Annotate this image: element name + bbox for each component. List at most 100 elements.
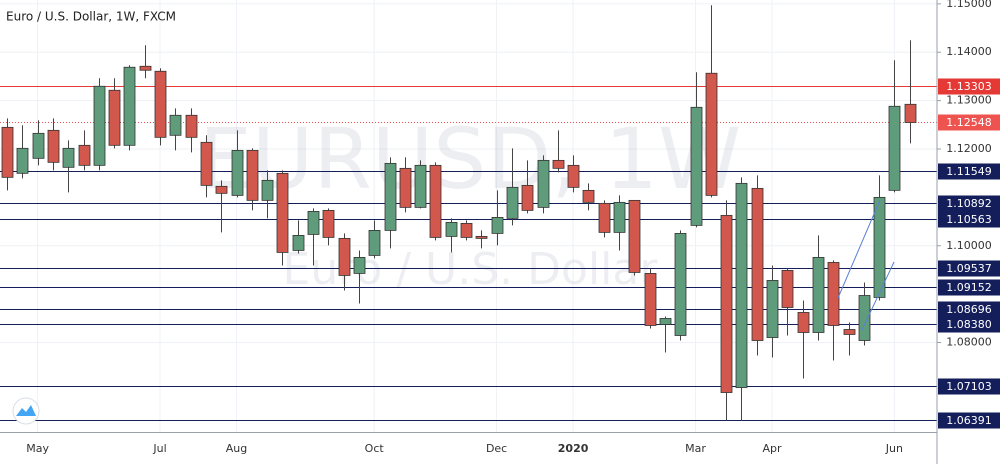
candle-body	[552, 159, 565, 169]
candle-body	[537, 159, 550, 208]
candle-body	[858, 295, 871, 341]
candle-body	[32, 132, 45, 159]
candle-body	[1, 126, 14, 178]
candle-body	[705, 72, 718, 196]
level-label-box	[938, 114, 1000, 131]
candle-body	[231, 149, 244, 196]
x-tick-label: Apr	[762, 442, 782, 455]
level-label: 1.07103	[946, 380, 992, 393]
level-label-box	[938, 279, 1000, 296]
candle-body	[888, 105, 901, 191]
level-label: 1.12548	[946, 116, 992, 129]
x-tick-label: 2020	[558, 442, 589, 455]
candle-body	[399, 167, 412, 208]
candle-body	[338, 237, 351, 276]
level-label-box	[938, 301, 1000, 318]
candle-body	[567, 164, 580, 188]
candle-body	[123, 66, 136, 146]
candle-body	[276, 172, 289, 253]
candle-body	[414, 164, 427, 208]
candle-body	[598, 202, 611, 233]
candle-body	[491, 217, 504, 234]
candle-body	[659, 318, 672, 325]
level-label: 1.10892	[946, 197, 992, 210]
candle-body	[47, 129, 60, 163]
candle-body	[613, 201, 626, 233]
level-label-box	[938, 260, 1000, 277]
candle-body	[322, 209, 335, 238]
level-label-box	[938, 316, 1000, 333]
candle-body	[628, 199, 641, 273]
watermark-symbol: EURUSD, 1W	[199, 110, 741, 208]
candle-body	[690, 106, 703, 226]
candle-body	[169, 114, 182, 136]
x-tick-label: Oct	[365, 442, 385, 455]
candle-body	[781, 270, 794, 308]
y-tick-label: 1.15000	[946, 0, 992, 10]
level-label-box	[938, 412, 1000, 429]
candle-body	[827, 262, 840, 326]
level-label-box	[938, 78, 1000, 95]
y-tick-label: 1.12000	[946, 142, 992, 155]
candle-body	[215, 185, 228, 194]
candles	[1, 5, 917, 421]
candle-body	[644, 273, 657, 326]
level-label: 1.10563	[946, 213, 992, 226]
level-label-box	[938, 195, 1000, 212]
candle-body	[873, 196, 886, 298]
y-tick-label: 1.13000	[946, 94, 992, 107]
level-label: 1.08380	[946, 318, 992, 331]
candle-body	[904, 103, 917, 123]
y-tick-label: 1.14000	[946, 45, 992, 58]
candle-body	[720, 214, 733, 393]
x-tick-label: Jun	[885, 442, 903, 455]
candle-body	[751, 187, 764, 341]
level-label-box	[938, 163, 1000, 180]
candle-body	[766, 280, 779, 338]
level-label: 1.06391	[946, 414, 992, 427]
level-label-box	[938, 211, 1000, 228]
candle-body	[506, 186, 519, 219]
candle-body	[797, 312, 810, 333]
x-tick-label: Aug	[226, 442, 247, 455]
level-label: 1.09152	[946, 281, 992, 294]
chart-title: Euro / U.S. Dollar, 1W, FXCM	[6, 10, 176, 24]
logo	[12, 397, 40, 425]
candle-body	[78, 144, 91, 166]
levels	[0, 86, 937, 421]
candle-body	[429, 164, 442, 238]
y-tick-label: 1.10000	[946, 239, 992, 252]
candle-body	[154, 70, 167, 138]
candle-body	[384, 162, 397, 231]
candle-body	[108, 89, 121, 146]
candle-body	[139, 65, 152, 71]
candle-body	[93, 85, 106, 166]
candle-body	[460, 223, 473, 238]
y-tick-label: 1.08000	[946, 336, 992, 349]
candle-body	[843, 329, 856, 335]
candle-body	[582, 189, 595, 203]
x-tick-label: Mar	[685, 442, 706, 455]
plot-area	[0, 0, 937, 432]
candle-body	[261, 179, 274, 201]
x-tick-label: Jul	[152, 442, 166, 455]
level-label: 1.09537	[946, 262, 992, 275]
axes: 1.15000 1.14000 1.13000 1.12000 1.10000 1.080…	[26, 0, 1000, 455]
candle-body	[185, 114, 198, 138]
candle-body	[475, 236, 488, 239]
candle-body	[307, 211, 320, 235]
candle-body	[735, 182, 748, 388]
candle-body	[812, 257, 825, 333]
x-tick-label: Dec	[486, 442, 507, 455]
level-label-box	[938, 378, 1000, 395]
candle-body	[521, 184, 534, 211]
level-label: 1.13303	[946, 80, 992, 93]
candle-body	[674, 233, 687, 336]
candle-body	[292, 234, 305, 251]
level-label: 1.08696	[946, 303, 992, 316]
level-label: 1.11549	[946, 165, 992, 178]
trend-line	[861, 261, 895, 331]
trend-line	[837, 199, 881, 299]
candle-body	[200, 141, 213, 186]
